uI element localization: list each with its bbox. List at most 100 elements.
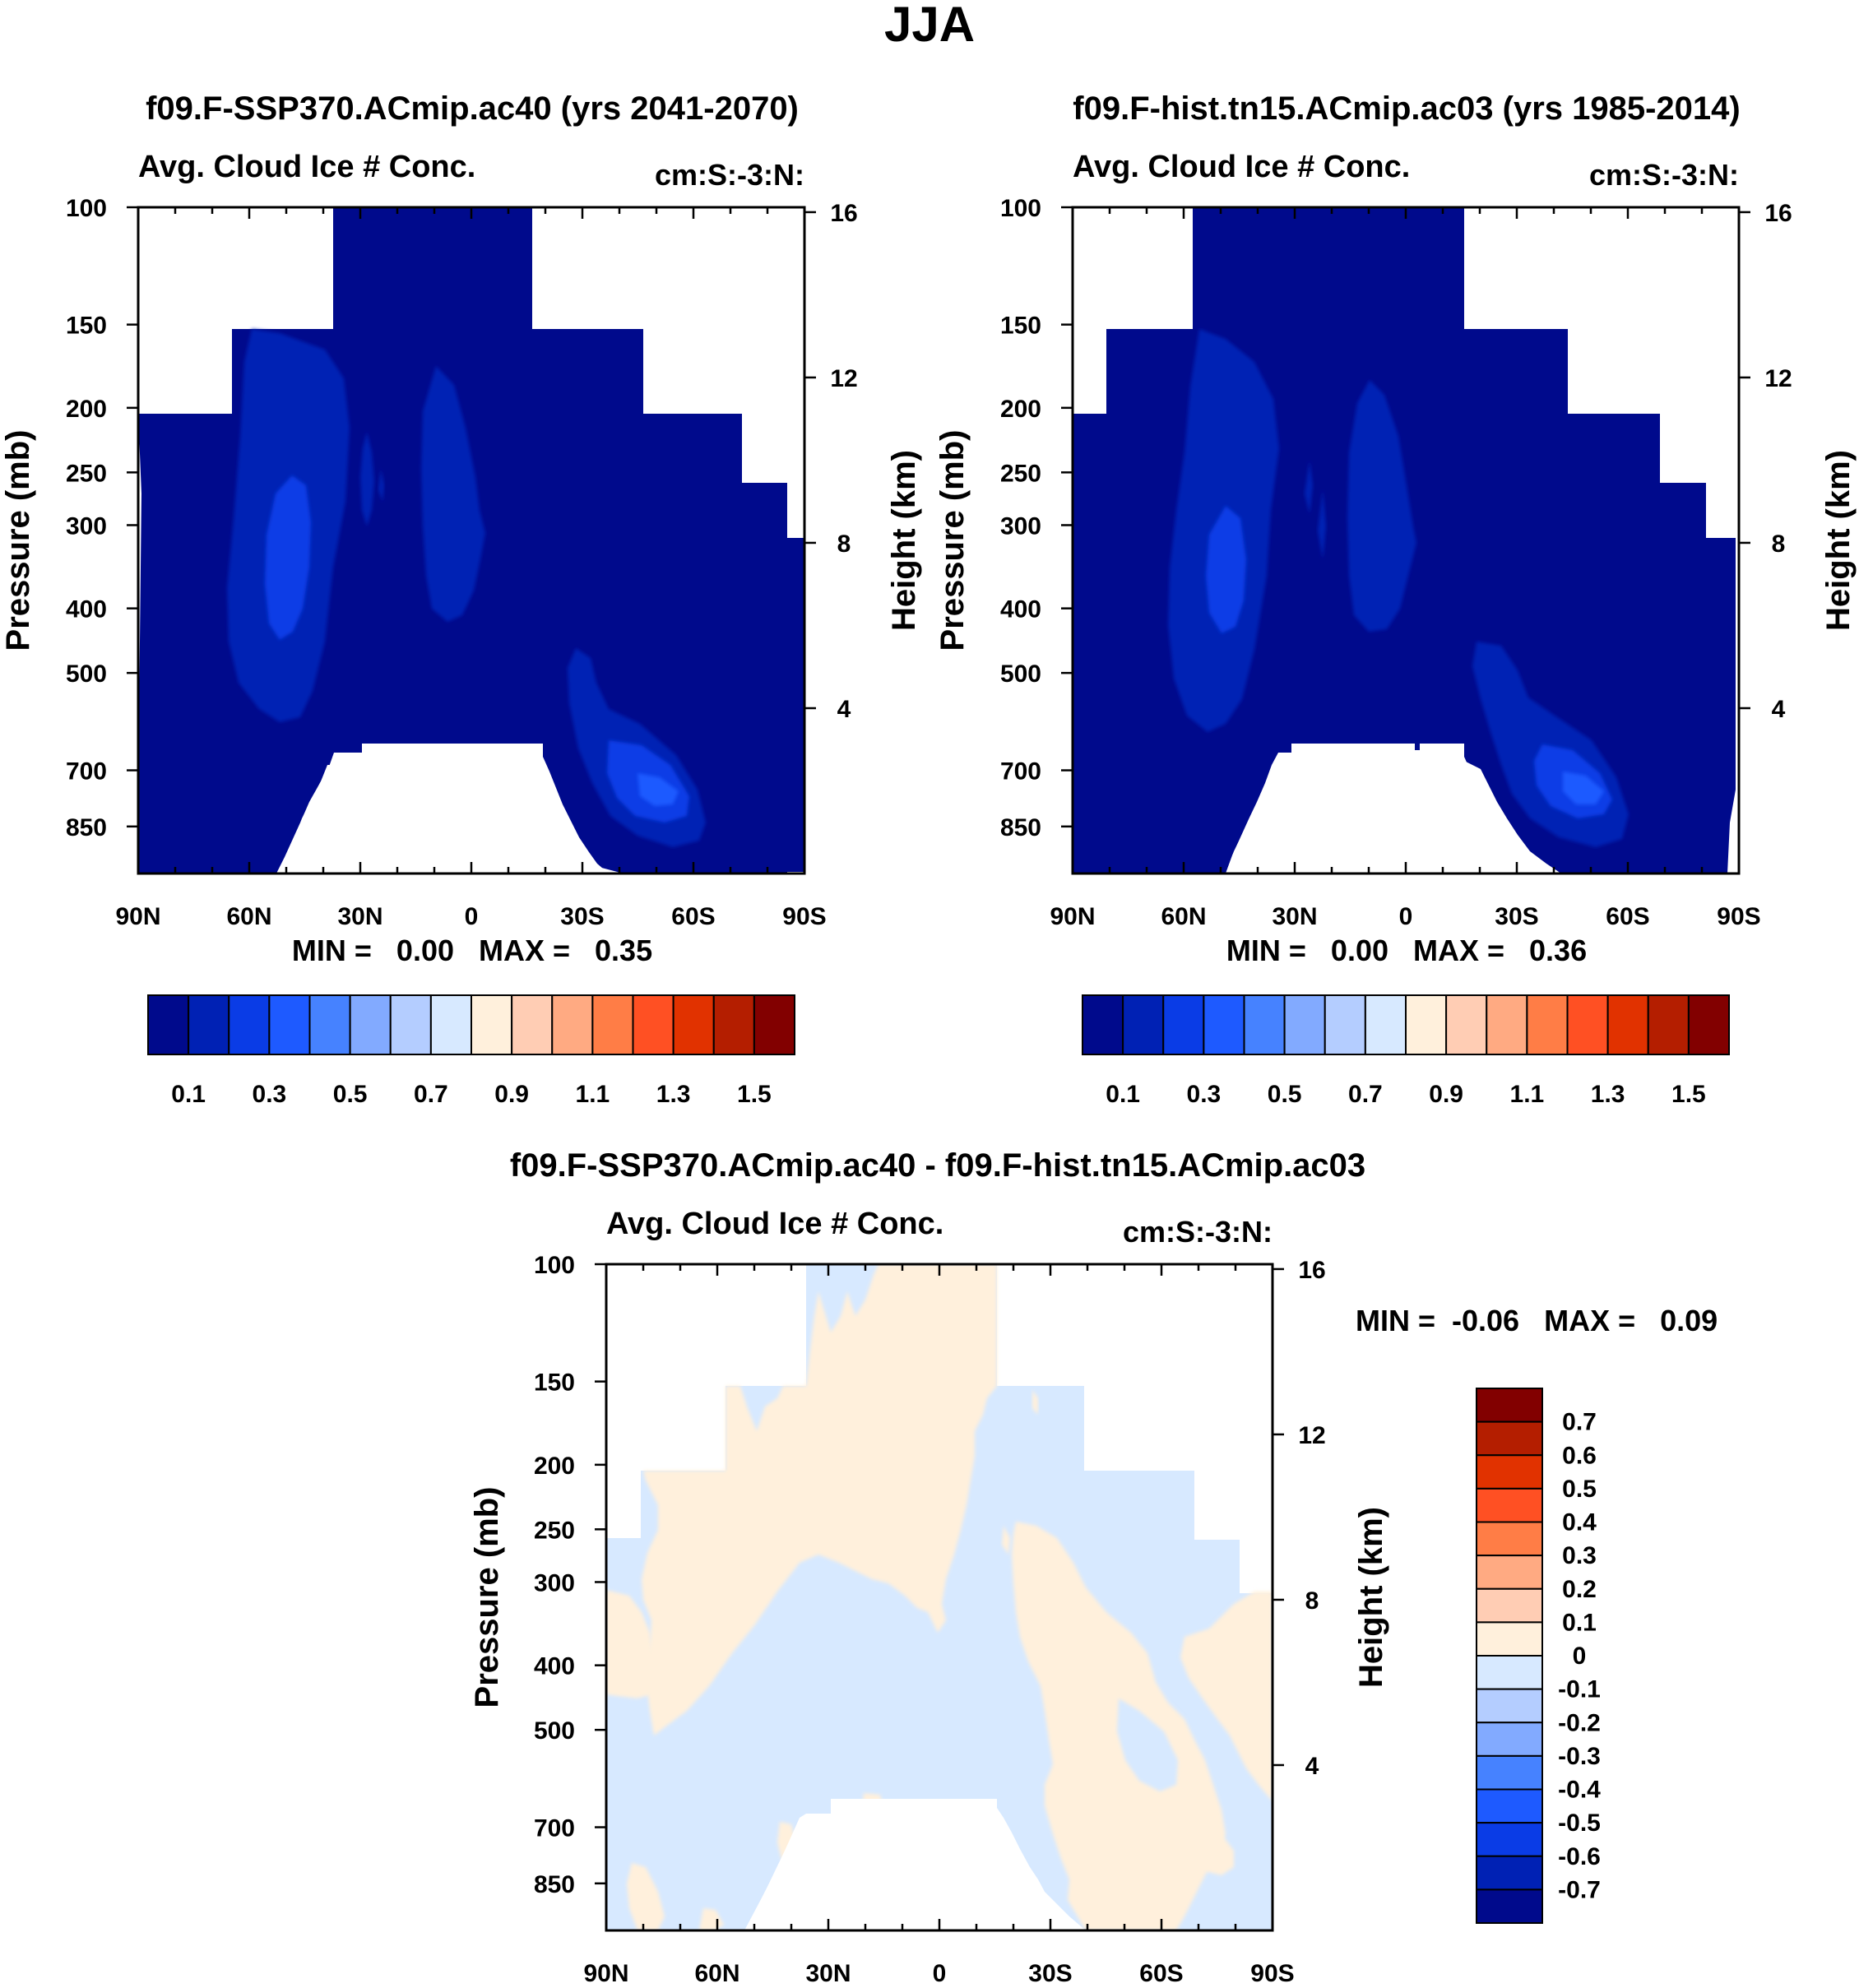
y-tick-label: 100 [1000, 195, 1041, 222]
colorbar-box [1162, 994, 1205, 1055]
contour-fill-0.5 [1206, 506, 1246, 633]
colorbar-box [1476, 1688, 1543, 1724]
panel-title: f09.F-SSP370.ACmip.ac40 - f09.F-hist.tn1… [510, 1147, 1365, 1184]
colorbar-box [712, 994, 755, 1055]
colorbar-label: 0.1 [171, 1081, 206, 1108]
height-tick-label: 12 [1764, 365, 1792, 392]
plot-area [138, 207, 804, 874]
x-axis-ticks: 90N 60N 30N 0 30S 60S 90S [115, 903, 826, 930]
colorbar-box [429, 994, 472, 1055]
colorbar-box [1364, 994, 1407, 1055]
colorbar-box [1476, 1487, 1543, 1523]
colorbar-label: 0.5 [1268, 1081, 1302, 1108]
colorbar-labels: 0.1 0.3 0.5 0.7 0.9 1.1 1.3 1.5 [1106, 1081, 1705, 1108]
y-tick-label: 250 [1000, 460, 1041, 487]
x-tick-label: 90S [782, 903, 826, 930]
x-tick-label: 60N [694, 1960, 739, 1987]
left-string: Avg. Cloud Ice # Conc. [606, 1207, 943, 1241]
colorbar-label: -0.4 [1558, 1777, 1601, 1804]
y-axis-right-label: Height (km) [1353, 1507, 1389, 1688]
x-tick-label: 30N [337, 903, 382, 930]
x-tick-label: 30N [805, 1960, 851, 1987]
contour-fill-0.1 [1184, 1818, 1234, 1875]
colorbar-box [1476, 1655, 1543, 1690]
colorbar-label: 0.7 [1562, 1409, 1597, 1436]
colorbar-box [511, 994, 554, 1055]
colorbar-label: 1.5 [1671, 1081, 1706, 1108]
contour-fill-0.1 [1180, 1592, 1273, 1801]
y-axis-label: Pressure (mb) [0, 430, 36, 651]
contour-fill-0.3 [1347, 380, 1416, 632]
colorbar-box [591, 994, 634, 1055]
ground-mask [744, 1799, 1086, 1930]
colorbar-box [471, 994, 513, 1055]
x-tick-label: 60S [671, 903, 715, 930]
colorbar-label: 0.7 [1348, 1081, 1383, 1108]
x-tick-label: 90N [115, 903, 160, 930]
y-tick-label: 200 [534, 1453, 575, 1480]
colorbar-label: -0.7 [1558, 1876, 1601, 1903]
y-axis-ticks: 100 150 200 250 300 400 500 700 850 [534, 1252, 575, 1898]
y-axis-right-label: Height (km) [1820, 450, 1857, 631]
panel-title: f09.F-SSP370.ACmip.ac40 (yrs 2041-2070) [146, 90, 799, 127]
page-title: JJA [884, 0, 975, 52]
y-tick-label: 400 [534, 1653, 575, 1680]
colorbar-box [1445, 994, 1488, 1055]
colorbar-label: 0.3 [1187, 1081, 1222, 1108]
y-tick-label: 500 [534, 1717, 575, 1745]
x-tick-label: 60N [226, 903, 271, 930]
height-tick-label: 12 [1298, 1422, 1325, 1449]
ground-mask [1226, 744, 1535, 874]
contour-fill-0.3 [421, 366, 485, 622]
panel-historical: f09.F-hist.tn15.ACmip.ac03 (yrs 1985-201… [934, 90, 1857, 1108]
colorbar-label: 0.9 [1429, 1081, 1463, 1108]
x-axis-ticks: 90N 60N 30N 0 30S 60S 90S [1050, 903, 1760, 930]
colorbar-box [1486, 994, 1528, 1055]
height-tick-label: 4 [837, 696, 851, 723]
colorbar-box [308, 994, 351, 1055]
height-axis-ticks: 16 12 8 4 [830, 200, 857, 723]
panel-future: f09.F-SSP370.ACmip.ac40 (yrs 2041-2070) … [0, 90, 922, 1108]
colorbar-label: 1.1 [576, 1081, 610, 1108]
colorbar-box [147, 994, 190, 1055]
colorbar-box [1476, 1621, 1543, 1657]
colorbar-box [188, 994, 230, 1055]
y-axis-label: Pressure (mb) [469, 1487, 505, 1708]
colorbar-box [1476, 1822, 1543, 1857]
colorbar-box [1243, 994, 1286, 1055]
colorbar-label: -0.5 [1558, 1810, 1601, 1837]
x-tick-label: 90S [1250, 1960, 1294, 1987]
colorbar-label: 0.9 [494, 1081, 529, 1108]
colorbar-box [349, 994, 392, 1055]
x-tick-label: 90N [1050, 903, 1095, 930]
colorbar-box [228, 994, 271, 1055]
contour-fill-0.7 [637, 773, 679, 806]
colorbar-box [1283, 994, 1326, 1055]
colorbar-label: 1.3 [1591, 1081, 1625, 1108]
colorbar-box [1647, 994, 1690, 1055]
y-tick-label: 150 [66, 313, 107, 340]
colorbar-box [1476, 1521, 1543, 1557]
y-tick-label: 300 [1000, 512, 1041, 540]
colorbar-label: 0.1 [1106, 1081, 1140, 1108]
contour-fill-0.3 [1305, 461, 1313, 514]
contour-fill-0 [1117, 1698, 1178, 1791]
y-tick-label: 100 [66, 195, 107, 222]
units-string: cm:S:-3:N: [655, 158, 804, 192]
contour-fill-0.5 [265, 475, 311, 640]
y-tick-label: 150 [534, 1369, 575, 1397]
min-max-label: MIN = 0.00 MAX = 0.35 [292, 934, 652, 967]
x-tick-label: 60S [1606, 903, 1649, 930]
y-tick-label: 500 [1000, 660, 1041, 688]
colorbar-box [1566, 994, 1609, 1055]
contour-fill-0.3 [1318, 489, 1326, 559]
contour-fill-0.1 [642, 1264, 997, 1735]
x-tick-label: 0 [465, 903, 479, 930]
colorbar-box [632, 994, 675, 1055]
min-max-label: MIN = -0.06 MAX = 0.09 [1356, 1304, 1718, 1337]
x-tick-label: 30S [560, 903, 604, 930]
x-tick-label: 0 [1399, 903, 1413, 930]
y-tick-label: 100 [534, 1252, 575, 1279]
units-string: cm:S:-3:N: [1123, 1215, 1273, 1249]
